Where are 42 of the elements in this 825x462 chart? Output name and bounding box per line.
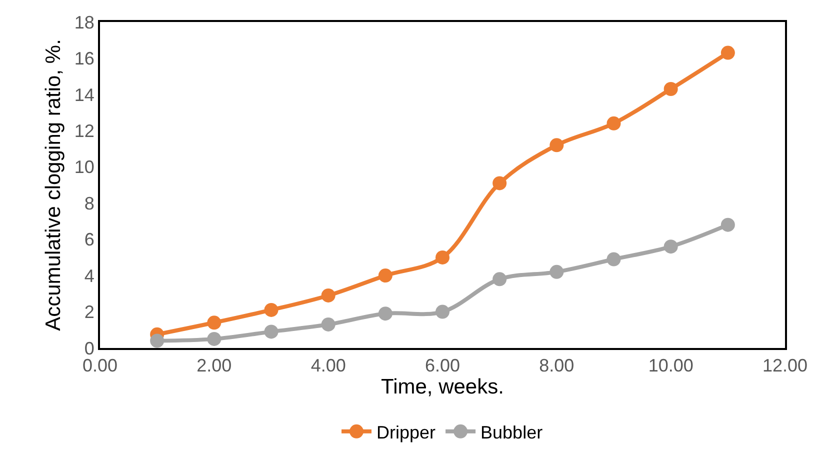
point bbox=[606, 252, 621, 266]
point bbox=[436, 250, 450, 264]
y-tick-label: 12 bbox=[74, 120, 94, 141]
x-tick-label: 4.00 bbox=[310, 356, 346, 376]
y-tick-label: 16 bbox=[74, 48, 94, 69]
x-tick-label: 2.00 bbox=[196, 356, 232, 376]
point bbox=[492, 272, 507, 286]
y-tick-label: 8 bbox=[84, 193, 94, 214]
point bbox=[492, 176, 507, 190]
point bbox=[606, 116, 621, 130]
x-tick-label: 0.00 bbox=[82, 356, 118, 376]
point bbox=[664, 240, 678, 254]
point bbox=[150, 334, 164, 348]
y-tick-label: 14 bbox=[74, 84, 94, 105]
point bbox=[436, 304, 450, 319]
point bbox=[720, 46, 735, 60]
y-tick-label: 10 bbox=[74, 157, 94, 178]
point bbox=[664, 82, 678, 96]
x-tick-label: 10.00 bbox=[648, 356, 694, 376]
point bbox=[264, 302, 278, 317]
point bbox=[550, 264, 564, 279]
y-tick-label: 4 bbox=[84, 266, 94, 286]
y-tick-label: 2 bbox=[84, 302, 94, 322]
point bbox=[264, 324, 278, 339]
x-axis-title: Time, weeks. bbox=[381, 376, 504, 399]
point bbox=[378, 268, 392, 283]
y-tick-label: 0 bbox=[84, 338, 94, 358]
x-tick-label: 6.00 bbox=[424, 356, 460, 376]
point bbox=[207, 316, 222, 330]
legend-label: Dripper bbox=[376, 422, 436, 442]
y-axis-title: Accumulative clogging ratio, %. bbox=[42, 39, 66, 331]
y-tick-label: 18 bbox=[74, 12, 94, 32]
x-tick-label: 12.00 bbox=[762, 356, 808, 376]
point bbox=[207, 332, 222, 346]
point bbox=[378, 306, 392, 321]
y-tick-label: 6 bbox=[84, 230, 94, 250]
point bbox=[321, 288, 336, 302]
point bbox=[321, 317, 336, 332]
x-tick-label: 8.00 bbox=[539, 356, 574, 376]
legend-label: Bubbler bbox=[480, 422, 543, 442]
point bbox=[720, 218, 735, 232]
point bbox=[550, 138, 564, 152]
